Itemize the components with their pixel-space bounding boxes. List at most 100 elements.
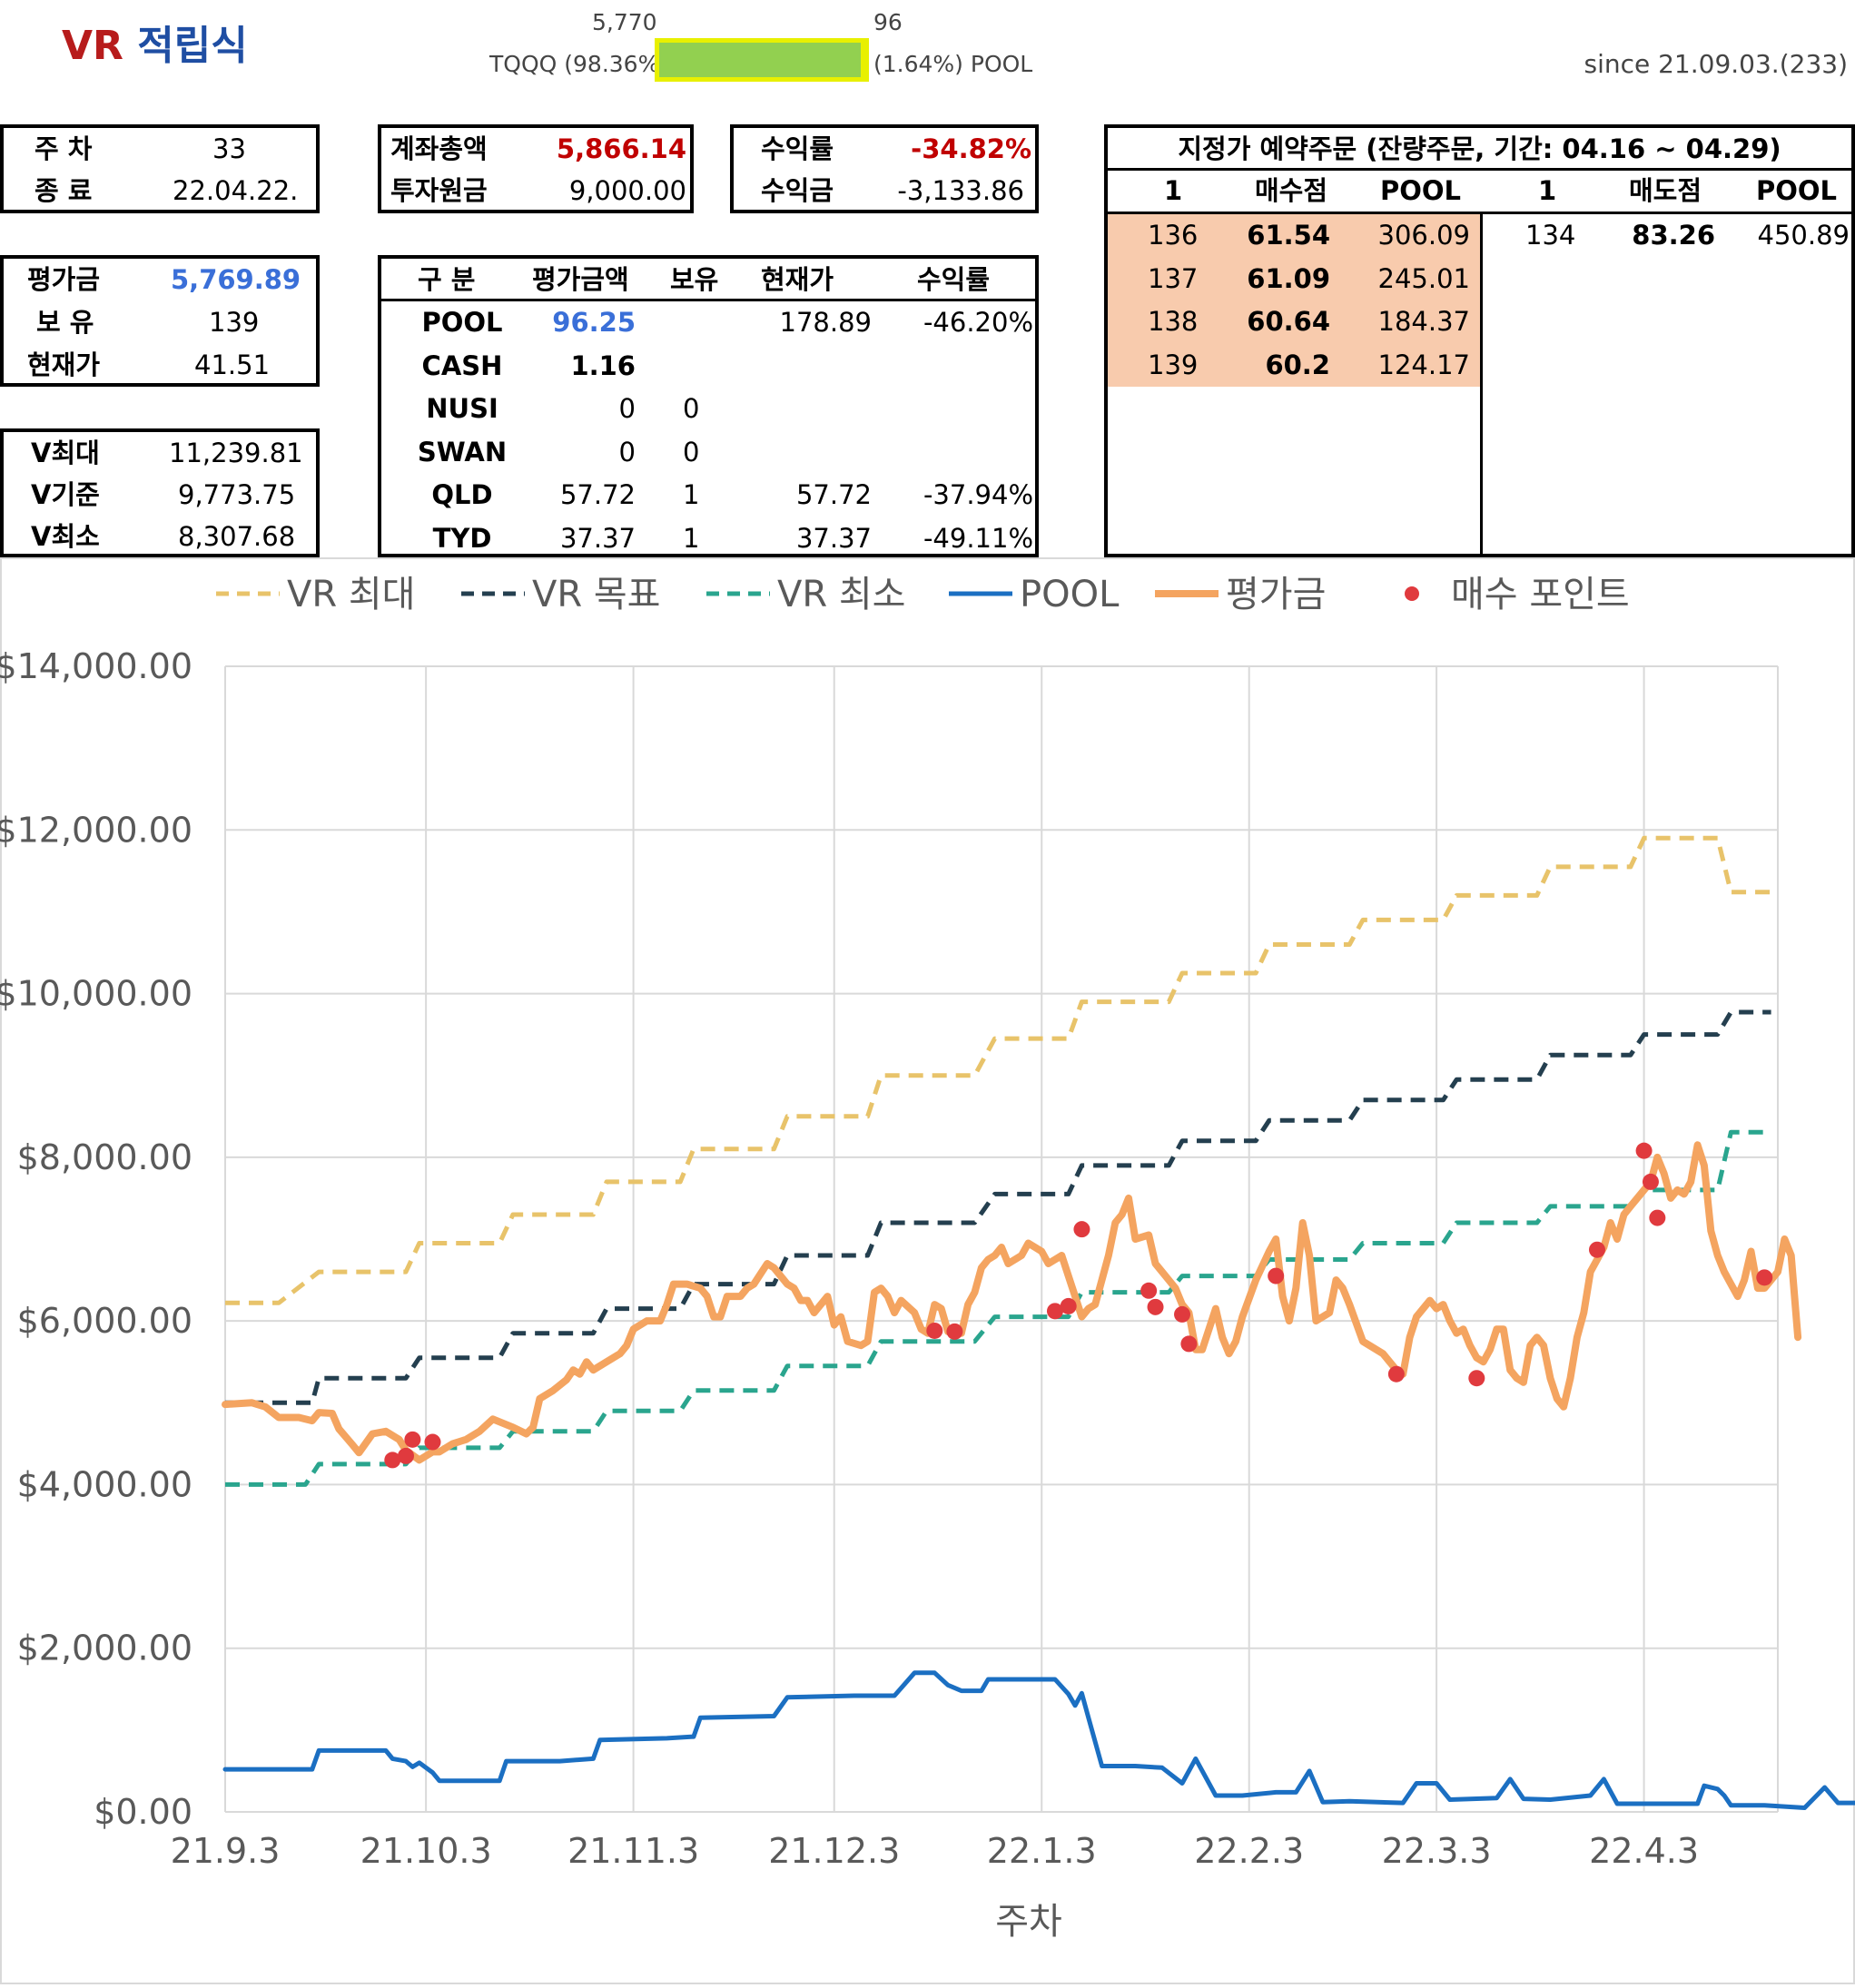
total-label: 계좌총액 xyxy=(390,133,488,164)
v-box: V최대 11,239.81 V기준 9,773.75 V최소 8,307.68 xyxy=(0,428,320,557)
series-line-4 xyxy=(222,1141,1802,1464)
holdings-header-divider xyxy=(381,299,1035,301)
x-tick-label: 22.1.3 xyxy=(987,1831,1097,1871)
vmin-value: 8,307.68 xyxy=(178,521,296,552)
holdings-name-cell: NUSI xyxy=(426,393,498,424)
price-value: 41.51 xyxy=(194,349,271,380)
orders-header-divider xyxy=(1108,212,1851,214)
buy-point xyxy=(1147,1298,1164,1315)
account-box: 계좌총액 5,866.14 투자원금 9,000.00 xyxy=(378,124,694,213)
rate-label: 수익률 xyxy=(761,133,834,164)
vmax-label: V최대 xyxy=(31,438,100,468)
buy-header-price: 매수점 xyxy=(1255,175,1328,206)
end-value: 22.04.22. xyxy=(173,175,299,206)
buy-point xyxy=(424,1433,441,1451)
sell-qty-cell: 134 xyxy=(1525,220,1576,251)
total-value: 5,866.14 xyxy=(556,133,686,164)
orders-column-divider xyxy=(1480,212,1483,554)
week-label: 주 차 xyxy=(35,133,93,164)
y-tick-label: $14,000.00 xyxy=(0,646,192,686)
x-tick-label: 21.10.3 xyxy=(360,1831,492,1871)
buy-pool-cell: 245.01 xyxy=(1377,262,1470,294)
legend-label-3: POOL xyxy=(1020,574,1120,615)
profit-value: -3,133.86 xyxy=(897,175,1024,206)
legend-label-0: VR 최대 xyxy=(287,574,415,615)
holdings-qty-cell: 1 xyxy=(683,522,700,554)
buy-qty-cell: 139 xyxy=(1148,349,1199,380)
y-tick-label: $4,000.00 xyxy=(17,1464,192,1504)
legend-label-5: 매수 포인트 xyxy=(1451,574,1630,615)
title-vr: VR xyxy=(62,23,123,69)
since-label: since 21.09.03.(233) xyxy=(1584,49,1848,79)
holdings-amount-cell: 1.16 xyxy=(570,349,636,381)
buy-price-cell: 60.64 xyxy=(1247,306,1330,337)
buy-pool-cell: 124.17 xyxy=(1377,349,1470,380)
buy-pool-cell: 184.37 xyxy=(1377,306,1470,337)
x-tick-label: 21.11.3 xyxy=(567,1831,699,1871)
eval-value: 5,769.89 xyxy=(171,264,301,295)
buy-row-highlight xyxy=(1108,300,1480,344)
eval-box: 평가금 5,769.89 보 유 139 현재가 41.51 xyxy=(0,255,320,387)
buy-point xyxy=(1268,1267,1285,1284)
buy-row-highlight xyxy=(1108,257,1480,300)
title-sub: 적립식 xyxy=(137,23,248,69)
buy-point xyxy=(384,1452,401,1469)
buy-point xyxy=(926,1322,943,1339)
legend-label-2: VR 최소 xyxy=(777,574,905,615)
holdings-name-cell: QLD xyxy=(431,479,493,510)
value-chart: $0.00 $2,000.00 $4,000.00 $6,000.00 $8,000.0… xyxy=(0,557,1855,1984)
allocation-bar xyxy=(655,38,869,82)
vbase-label: V기준 xyxy=(31,479,100,510)
holdings-name-cell: POOL xyxy=(421,307,503,338)
buy-point xyxy=(1387,1365,1405,1383)
holdings-header-name: 구 분 xyxy=(418,264,476,295)
buy-row-highlight xyxy=(1108,343,1480,387)
y-tick-label: $2,000.00 xyxy=(17,1629,192,1668)
buy-point xyxy=(1635,1142,1653,1159)
vmin-label: V최소 xyxy=(31,521,100,552)
price-label: 현재가 xyxy=(27,349,101,380)
bar-right-value: 96 xyxy=(873,9,903,35)
holdings-amount-cell: 57.72 xyxy=(559,479,636,510)
y-tick-label: $8,000.00 xyxy=(17,1137,192,1177)
holdings-qty-cell: 1 xyxy=(683,479,700,510)
holdings-amount-cell: 0 xyxy=(618,436,636,467)
chart-area: $0.00 $2,000.00 $4,000.00 $6,000.00 $8,000.0… xyxy=(0,557,1855,1984)
buy-row-highlight xyxy=(1108,214,1480,258)
holdings-qty-cell: 0 xyxy=(683,436,700,467)
buy-point xyxy=(1073,1221,1090,1238)
buy-point xyxy=(946,1323,963,1340)
sell-header-qty: 1 xyxy=(1538,175,1557,206)
holdings-header-price: 현재가 xyxy=(761,264,834,295)
app-title: VR 적립식 xyxy=(62,13,248,71)
orders-title-divider xyxy=(1108,168,1851,171)
holdings-price-cell: 37.37 xyxy=(795,522,872,554)
holdings-price-cell: 57.72 xyxy=(795,479,872,510)
holdings-ret-cell: -46.20% xyxy=(923,307,1033,338)
buy-pool-cell: 306.09 xyxy=(1377,220,1470,251)
x-tick-label: 22.2.3 xyxy=(1194,1831,1304,1871)
series-line-1 xyxy=(225,1009,1771,1405)
principal-value: 9,000.00 xyxy=(568,175,686,206)
holdings-header-qty: 보유 xyxy=(670,264,719,295)
buy-price-cell: 61.09 xyxy=(1247,262,1330,294)
buy-point xyxy=(1756,1269,1773,1286)
chart-border xyxy=(0,557,1855,1984)
y-tick-label: $12,000.00 xyxy=(0,810,192,850)
holdings-ret-cell: -49.11% xyxy=(923,522,1033,554)
holdings-header-return: 수익률 xyxy=(917,264,991,295)
y-tick-label: $10,000.00 xyxy=(0,974,192,1014)
buy-point xyxy=(1140,1282,1158,1299)
legend-label-1: VR 목표 xyxy=(532,574,660,615)
buy-qty-cell: 138 xyxy=(1148,306,1199,337)
holdings-name-cell: CASH xyxy=(421,349,503,381)
orders-table: 지정가 예약주문 (잔량주문, 기간: 04.16 ~ 04.29) 1 매수점… xyxy=(1104,124,1855,557)
buy-point xyxy=(1046,1303,1063,1320)
y-tick-label: $0.00 xyxy=(94,1792,192,1832)
end-label: 종 료 xyxy=(35,175,93,206)
bar-right-label: (1.64%) POOL xyxy=(873,51,1033,77)
legend-marker-buy-points xyxy=(1405,586,1419,601)
holdings-amount-cell: 0 xyxy=(618,393,636,424)
holdings-amount-cell: 37.37 xyxy=(559,522,636,554)
buy-point xyxy=(1642,1173,1659,1190)
